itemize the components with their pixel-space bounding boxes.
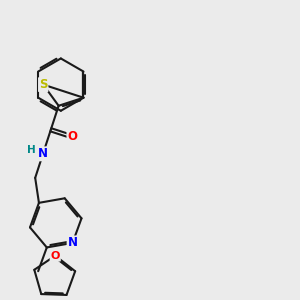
Text: H: H	[27, 145, 35, 155]
Text: O: O	[68, 130, 77, 143]
Text: O: O	[51, 251, 60, 261]
Text: S: S	[39, 78, 47, 91]
Text: N: N	[38, 147, 48, 160]
Text: N: N	[68, 236, 78, 249]
